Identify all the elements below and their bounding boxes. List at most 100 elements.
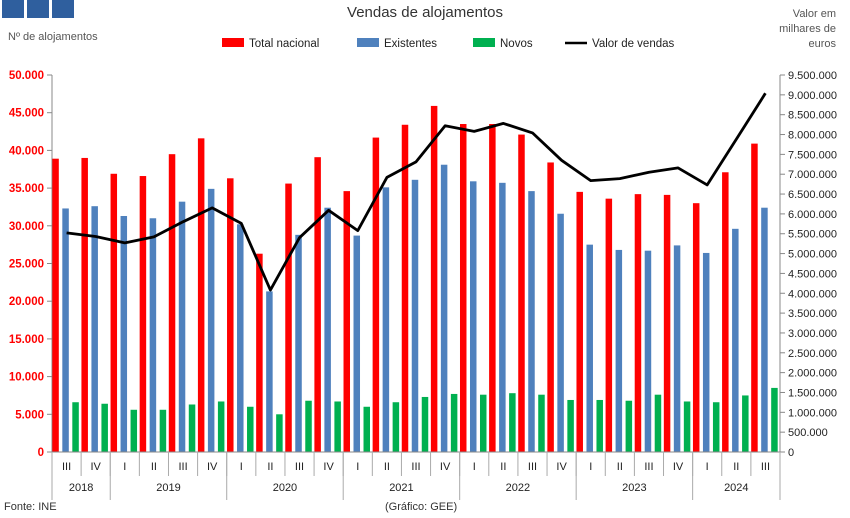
quarter-label: III xyxy=(644,461,653,473)
bar-existentes xyxy=(178,201,186,452)
left-tick-label: 45.000 xyxy=(9,108,44,120)
quarter-label: I xyxy=(240,461,243,473)
logo-block-3 xyxy=(52,0,74,18)
legend-label-0: Total nacional xyxy=(249,38,319,50)
bar-total-nacional xyxy=(314,157,321,452)
left-tick-label: 15.000 xyxy=(9,334,44,346)
right-tick-label: 1.000.000 xyxy=(788,407,837,419)
quarter-label: II xyxy=(617,461,623,473)
graphic-credit: (Gráfico: GEE) xyxy=(385,501,458,513)
left-tick-label: 50.000 xyxy=(9,70,44,82)
bar-novos xyxy=(101,403,108,452)
bar-existentes xyxy=(528,191,535,452)
quarter-label: III xyxy=(761,461,770,473)
quarter-label: IV xyxy=(323,461,334,473)
right-tick-label: 7.000.000 xyxy=(788,169,837,181)
bar-total-nacional xyxy=(52,158,59,452)
line-valor-de-vendas xyxy=(66,92,767,292)
bar-novos xyxy=(305,400,312,452)
quarter-label: II xyxy=(151,461,157,473)
right-tick-label: 6.500.000 xyxy=(788,189,837,201)
bar-existentes xyxy=(62,208,69,452)
source-note: Fonte: INE xyxy=(4,501,57,513)
bar-total-nacional xyxy=(285,183,292,453)
year-label: 2018 xyxy=(69,482,93,494)
bar-novos xyxy=(596,399,603,452)
left-tick-label: 20.000 xyxy=(9,296,44,308)
bar-existentes xyxy=(237,224,244,452)
quarter-label: IV xyxy=(90,461,101,473)
bar-existentes xyxy=(440,164,448,452)
bar-novos xyxy=(159,409,167,452)
quarter-label: I xyxy=(473,461,476,473)
quarter-label: III xyxy=(62,461,71,473)
bar-total-nacional xyxy=(518,134,525,453)
logo-block-2 xyxy=(27,0,49,18)
legend-label-3: Valor de vendas xyxy=(592,38,675,50)
bar-existentes xyxy=(469,181,477,452)
bar-existentes xyxy=(411,179,419,452)
bar-novos xyxy=(538,394,545,452)
right-tick-label: 8.000.000 xyxy=(788,130,837,142)
bar-novos xyxy=(217,401,225,452)
quarter-label: III xyxy=(178,461,187,473)
right-tick-label: 7.500.000 xyxy=(788,149,837,161)
bar-existentes xyxy=(382,187,390,452)
bar-total-nacional xyxy=(663,194,671,453)
right-tick-label: 500.000 xyxy=(788,427,828,439)
right-tick-label: 5.500.000 xyxy=(788,229,837,241)
bar-existentes xyxy=(586,244,593,452)
bar-novos xyxy=(72,402,79,452)
left-tick-label: 25.000 xyxy=(9,259,44,271)
bar-total-nacional xyxy=(168,154,176,453)
left-tick-label: 10.000 xyxy=(9,372,44,384)
right-tick-label: 2.500.000 xyxy=(788,348,837,360)
bar-novos xyxy=(130,409,138,452)
bar-existentes xyxy=(120,215,128,452)
right-tick-label: 9.500.000 xyxy=(788,70,837,82)
bar-novos xyxy=(771,387,778,452)
left-tick-label: 5.000 xyxy=(15,409,44,421)
bar-novos xyxy=(567,399,574,452)
quarter-label: II xyxy=(500,461,506,473)
bar-total-nacional xyxy=(401,124,409,452)
quarter-label: IV xyxy=(440,461,451,473)
left-tick-label: 40.000 xyxy=(9,145,44,157)
right-tick-label: 5.000.000 xyxy=(788,249,837,261)
bar-total-nacional xyxy=(489,124,496,452)
bar-novos xyxy=(363,406,371,452)
year-label: 2019 xyxy=(156,482,180,494)
bar-novos xyxy=(421,396,429,452)
year-label: 2021 xyxy=(389,482,413,494)
quarter-label: I xyxy=(706,461,709,473)
bar-total-nacional xyxy=(372,137,380,452)
right-axis-label-line-3: euros xyxy=(808,38,836,50)
bar-total-nacional xyxy=(605,198,613,452)
right-tick-label: 0 xyxy=(788,447,794,459)
quarter-label: III xyxy=(528,461,537,473)
legend-swatch-2 xyxy=(473,38,495,47)
right-tick-label: 6.000.000 xyxy=(788,209,837,221)
bar-existentes xyxy=(91,206,98,452)
quarter-label: III xyxy=(295,461,304,473)
bar-novos xyxy=(479,394,487,452)
legend-swatch-1 xyxy=(357,38,379,47)
bar-novos xyxy=(450,393,458,452)
bar-existentes xyxy=(499,182,506,452)
right-tick-label: 3.000.000 xyxy=(788,328,837,340)
logo-block-1 xyxy=(2,0,24,18)
bar-existentes xyxy=(324,207,331,452)
bar-novos xyxy=(276,414,283,452)
bar-existentes xyxy=(353,235,361,452)
legend-label-2: Novos xyxy=(500,38,533,50)
bar-novos xyxy=(654,394,662,452)
bar-total-nacional xyxy=(722,172,729,453)
bar-existentes xyxy=(295,234,302,452)
right-tick-label: 1.500.000 xyxy=(788,387,837,399)
bar-total-nacional xyxy=(139,176,147,452)
bar-total-nacional xyxy=(751,143,758,452)
bar-total-nacional xyxy=(547,162,554,453)
right-tick-label: 4.000.000 xyxy=(788,288,837,300)
bar-novos xyxy=(509,393,516,452)
